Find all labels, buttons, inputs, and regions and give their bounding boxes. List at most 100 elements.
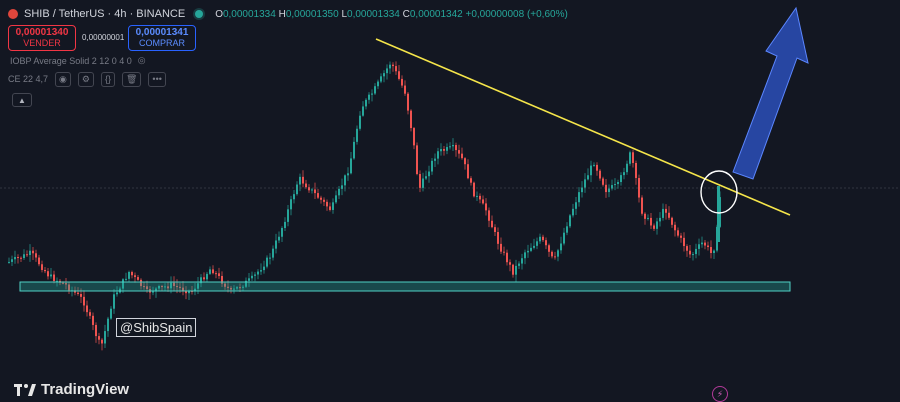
candle-body [35, 253, 37, 258]
candle-body [248, 278, 250, 281]
indicator-iobp[interactable]: IOBP Average Solid 2 12 0 4 0 ◎ [10, 55, 146, 66]
collapse-indicators-button[interactable]: ▲ [12, 93, 32, 107]
candle-body [362, 106, 364, 116]
candle-body [572, 208, 574, 216]
candle-body [203, 277, 205, 280]
candle-body [275, 240, 277, 249]
candle-body [665, 208, 667, 213]
market-open-icon [195, 10, 204, 18]
candle-body [650, 217, 652, 226]
candle-body [299, 176, 301, 185]
tradingview-logo[interactable]: TradingView [14, 381, 129, 398]
candle-body [638, 178, 640, 198]
candle-body [347, 173, 349, 176]
candle-body [449, 146, 451, 148]
hide-icon[interactable]: ◉ [55, 71, 71, 87]
candle-body [287, 209, 289, 222]
source-icon[interactable]: {} [100, 71, 115, 87]
candle-body [413, 128, 415, 146]
candle-body [662, 208, 664, 218]
candle-body [197, 283, 199, 289]
candle-body [188, 290, 190, 294]
indicator-ce[interactable]: CE 22 4,7 ◉ ⚙ {} 🗑︎ ••• [8, 71, 166, 87]
eye-slash-icon[interactable]: ◎ [137, 55, 146, 65]
breakout-arrow [732, 6, 809, 180]
candle-body [401, 78, 403, 86]
candle-body [152, 291, 154, 293]
candle-body [218, 273, 220, 276]
candle-body [479, 195, 481, 200]
candle-body [578, 192, 580, 203]
open-key: O [215, 8, 223, 20]
candle-body [134, 275, 136, 278]
candle-body [410, 110, 412, 129]
candle-body [389, 64, 391, 69]
candle-body [644, 213, 646, 219]
candle-body [395, 66, 397, 72]
close-key: C [402, 8, 410, 20]
candle-body [434, 158, 436, 161]
candle-body [374, 86, 376, 94]
candle-body [233, 288, 235, 290]
candle-body [164, 286, 166, 288]
candle-body [461, 153, 463, 159]
candle-body [443, 149, 445, 151]
candle-body [269, 257, 271, 259]
candle-body [680, 235, 682, 238]
candle-body [308, 187, 310, 191]
candle-body [206, 273, 208, 280]
more-icon[interactable]: ••• [148, 71, 166, 87]
candle-body [251, 275, 253, 279]
candle-body [371, 93, 373, 95]
candle-body [329, 206, 331, 210]
candle-body [425, 176, 427, 179]
candle-body [500, 243, 502, 252]
candle-body [314, 189, 316, 194]
candle-body [281, 228, 283, 237]
candle-body [227, 286, 229, 288]
delete-icon[interactable]: 🗑︎ [121, 71, 142, 87]
candle-body [551, 251, 553, 257]
candle-body [698, 244, 700, 249]
candle-body [80, 294, 82, 297]
candle-body [359, 115, 361, 129]
candle-body [686, 246, 688, 251]
candle-body [272, 248, 274, 258]
candle-body [38, 257, 40, 265]
candle-body [356, 128, 358, 142]
candle-body [221, 275, 223, 284]
candle-body [317, 193, 319, 198]
candle-body [629, 152, 631, 164]
candle-body [26, 254, 28, 256]
candle-body [584, 179, 586, 188]
candle-body [224, 283, 226, 287]
symbol-title[interactable]: SHIB / TetherUS · 4h · BINANCE [24, 8, 186, 20]
settings-icon[interactable]: ⚙ [77, 71, 94, 87]
candle-body [182, 287, 184, 291]
candle-body [296, 184, 298, 195]
sell-button[interactable]: 0,00001340 VENDER [8, 25, 76, 51]
candle-body [101, 339, 103, 344]
candle-body [17, 257, 19, 259]
candle-body [605, 184, 607, 193]
candle-body [110, 308, 112, 319]
candle-body [86, 305, 88, 313]
candle-body [290, 199, 292, 210]
buy-button[interactable]: 0,00001341 COMPRAR [128, 25, 196, 51]
candle-body [158, 285, 160, 289]
candle-body [143, 286, 145, 288]
candle-body [128, 271, 130, 279]
candle-body [365, 99, 367, 107]
candle-body [56, 280, 58, 282]
candle-body [230, 287, 232, 290]
candle-body [95, 324, 97, 337]
candle-body [257, 271, 259, 275]
candle-body [407, 93, 409, 111]
high-value: 0,00001350 [285, 8, 339, 20]
candle-body [470, 178, 472, 183]
candle-body [659, 217, 661, 222]
candle-body [50, 274, 52, 277]
candle-body [569, 215, 571, 227]
candle-body [422, 178, 424, 188]
